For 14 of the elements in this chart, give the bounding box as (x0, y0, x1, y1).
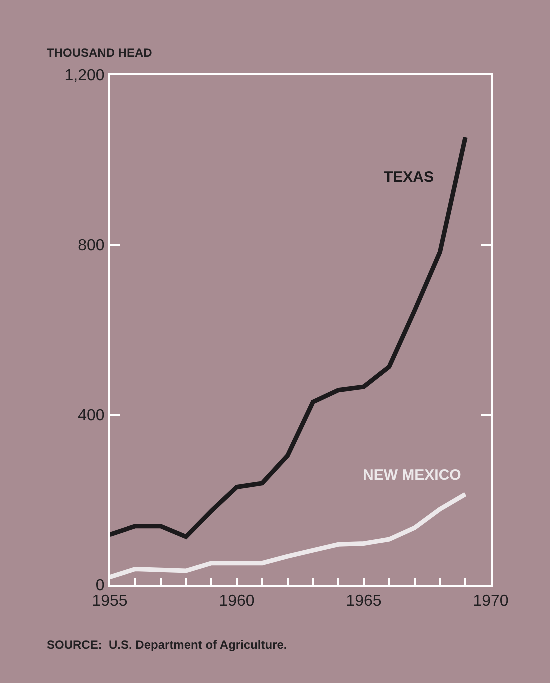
source-note: SOURCE: U.S. Department of Agriculture. (47, 638, 288, 652)
line-series (110, 135, 468, 540)
y-tick-label: 0 (96, 578, 105, 595)
x-tick-label: 1965 (346, 593, 382, 610)
y-tick-label: 800 (78, 238, 105, 255)
x-tick-label: 1960 (219, 593, 255, 610)
line-series (110, 492, 468, 580)
series-label: TEXAS (384, 169, 434, 186)
x-tick-label: 1970 (473, 593, 509, 610)
y-axis-title: THOUSAND HEAD (47, 46, 153, 60)
series-label: NEW MEXICO (363, 467, 462, 484)
y-tick-label: 1,200 (64, 68, 105, 85)
x-tick-label: 1955 (92, 593, 128, 610)
y-tick-label: 400 (78, 408, 105, 425)
